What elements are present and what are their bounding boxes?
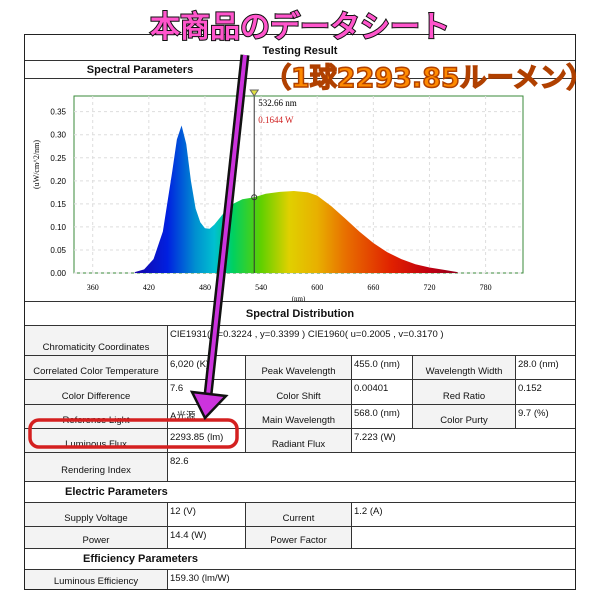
param-label: Color Difference xyxy=(25,380,168,404)
luminous-efficiency-value: 159.30 (lm/W) xyxy=(170,573,230,584)
luminous-flux-value: 2293.85 (lm) xyxy=(168,429,246,452)
current-label: Current xyxy=(246,503,352,526)
testing-result-title: Testing Result xyxy=(25,35,575,61)
x-tick-label: 660 xyxy=(367,283,379,292)
x-tick-label: 720 xyxy=(423,283,435,292)
y-tick-label: 0.10 xyxy=(50,223,66,232)
y-tick-label: 0.05 xyxy=(50,246,66,255)
radiant-flux-label: Radiant Flux xyxy=(246,429,352,452)
param-label: Peak Wavelength xyxy=(246,356,352,379)
param-value: 568.0 (nm) xyxy=(352,405,413,428)
param-value: 0.00401 xyxy=(352,380,413,404)
param-label: Color Shift xyxy=(246,380,352,404)
table-row: Color Difference 7.6 Color Shift 0.00401 Red… xyxy=(25,380,575,405)
param-label: Red Ratio xyxy=(413,380,516,404)
param-value: 28.0 (nm) xyxy=(518,359,559,370)
param-label: Wavelength Width xyxy=(413,356,516,379)
cursor-point xyxy=(251,194,258,201)
table-row: Chromaticity Coordinates CIE1931( x=0.32… xyxy=(25,326,575,356)
y-tick-label: 0.25 xyxy=(50,154,66,163)
param-label: Main Wavelength xyxy=(246,405,352,428)
table-row: Power 14.4 (W) Power Factor xyxy=(25,527,575,549)
cursor-wavelength: 532.66 nm xyxy=(258,98,297,108)
x-tick-label: 540 xyxy=(255,283,267,292)
table-row: Supply Voltage 12 (V) Current 1.2 (A) xyxy=(25,503,575,527)
param-value: 9.7 (%) xyxy=(518,408,549,419)
y-tick-label: 0.20 xyxy=(50,177,66,186)
power-value: 14.4 (W) xyxy=(168,527,246,548)
spectrum-area xyxy=(134,125,458,273)
y-tick-label: 0.15 xyxy=(50,200,66,209)
efficiency-parameters-heading: Efficiency Parameters xyxy=(83,553,198,565)
electric-parameters-heading: Electric Parameters xyxy=(65,486,168,498)
param-value: A光源 xyxy=(168,405,246,428)
radiant-flux-value: 7.223 (W) xyxy=(354,432,396,443)
highlight-box xyxy=(28,418,239,449)
x-tick-label: 420 xyxy=(143,283,155,292)
spectral-parameters-heading: Spectral Parameters xyxy=(86,64,194,76)
rendering-index-value: 82.6 xyxy=(170,456,189,467)
overlay-subtitle: （1球2293.85ルーメン） xyxy=(263,62,594,95)
power-factor-label: Power Factor xyxy=(246,527,352,548)
table-row: Rendering Index 82.6 xyxy=(25,453,575,482)
test-report: Testing Result Spectral Parameters 360 42… xyxy=(24,34,576,590)
param-label: Color Purty xyxy=(413,405,516,428)
y-tick-label: 0.35 xyxy=(50,108,66,117)
x-axis-label: (nm) xyxy=(292,295,306,301)
x-tick-label: 600 xyxy=(311,283,323,292)
chromaticity-label: Chromaticity Coordinates xyxy=(25,326,168,355)
luminous-efficiency-label: Luminous Efficiency xyxy=(25,570,168,589)
spectrum-chart: 360 420 480 540 600 660 720 780 0.00 0.05 0.10 0.15… xyxy=(32,89,524,301)
cursor-value: 0.1644 W xyxy=(258,115,294,125)
arrow-shaft xyxy=(206,54,247,396)
current-value: 1.2 (A) xyxy=(354,506,383,517)
arrow-head-icon xyxy=(189,390,229,421)
cursor-marker-icon xyxy=(249,89,260,97)
param-label: Correlated Color Temperature xyxy=(25,356,168,379)
param-value: 0.152 xyxy=(518,383,542,394)
table-row: Correlated Color Temperature 6,020 (K) Pea… xyxy=(25,356,575,380)
param-value: 7.6 xyxy=(168,380,246,404)
x-tick-label: 360 xyxy=(87,283,99,292)
y-tick-label: 0.30 xyxy=(50,131,66,140)
power-label: Power xyxy=(25,527,168,548)
supply-voltage-value: 12 (V) xyxy=(168,503,246,526)
y-axis-label: (uW/cm^2/nm) xyxy=(32,140,41,189)
rendering-index-label: Rendering Index xyxy=(25,453,168,481)
table-row: Luminous Efficiency 159.30 (lm/W) xyxy=(25,570,575,589)
param-value: 6,020 (K) xyxy=(168,356,246,379)
x-tick-label: 480 xyxy=(199,283,211,292)
chromaticity-value: CIE1931( x=0.3224 , y=0.3399 ) CIE1960( … xyxy=(170,329,444,340)
overlay-title: 本商品のデータシート xyxy=(149,9,451,46)
param-value: 455.0 (nm) xyxy=(352,356,413,379)
spectral-distribution-heading: Spectral Distribution xyxy=(25,301,575,326)
y-tick-label: 0.00 xyxy=(50,269,66,278)
x-tick-label: 780 xyxy=(480,283,492,292)
supply-voltage-label: Supply Voltage xyxy=(25,503,168,526)
